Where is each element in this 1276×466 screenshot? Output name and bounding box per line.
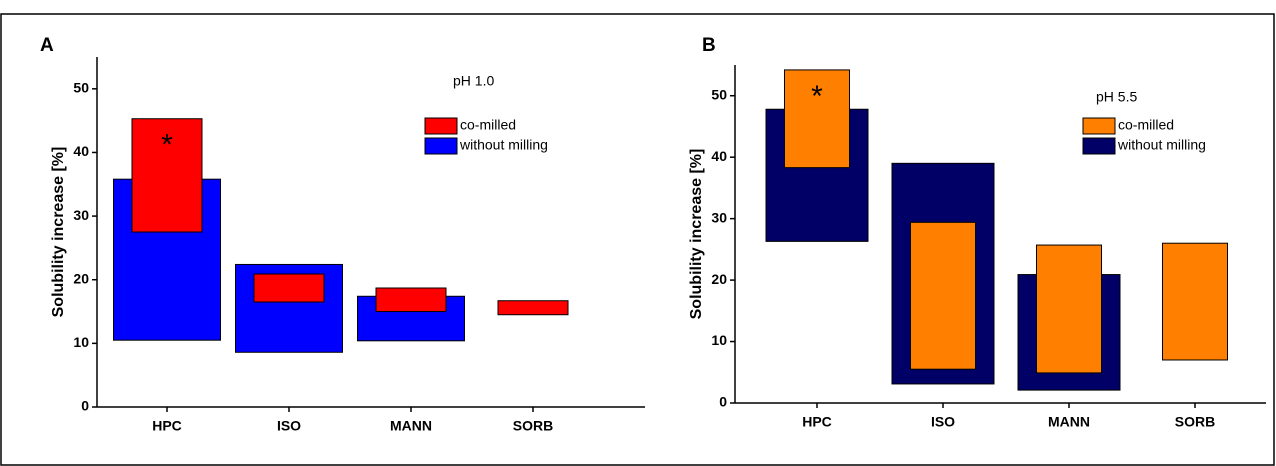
bar: [497, 300, 569, 316]
y-tick-label: 50: [73, 80, 89, 96]
x-tick-label: HPC: [152, 418, 182, 434]
y-tick-label: 40: [73, 143, 89, 159]
y-tick-label: 10: [711, 332, 727, 348]
frame: [0, 13, 1275, 466]
legend-swatch: [1082, 117, 1116, 135]
bar: [131, 118, 203, 233]
legend-swatch: [424, 137, 458, 155]
x-tick-label: HPC: [802, 414, 832, 430]
legend-label: co-milled: [1118, 117, 1174, 133]
annotation: pH 5.5: [1096, 89, 1137, 105]
y-axis-label: Solubility increase [%]: [50, 147, 67, 318]
y-tick-label: 0: [81, 398, 89, 414]
y-tick-label: 0: [719, 394, 727, 410]
bar: [910, 221, 976, 370]
significance-marker: *: [811, 80, 823, 113]
bar: [375, 287, 447, 313]
annotation: pH 1.0: [453, 73, 494, 89]
bar: [1162, 242, 1228, 361]
bar: [784, 69, 850, 169]
legend-swatch: [1082, 137, 1116, 155]
panel-label: A: [40, 35, 54, 56]
bar: [253, 273, 325, 303]
x-tick-label: SORB: [1175, 414, 1215, 430]
legend-label: without milling: [1117, 137, 1206, 153]
x-tick-label: ISO: [931, 414, 955, 430]
y-tick-label: 10: [73, 334, 89, 350]
x-tick-label: MANN: [1048, 414, 1090, 430]
y-tick-label: 40: [711, 148, 727, 164]
y-tick-label: 30: [711, 209, 727, 225]
y-axis-label: Solubility increase [%]: [688, 149, 705, 320]
legend-swatch: [424, 117, 458, 135]
panel-label: B: [702, 35, 716, 56]
x-tick-label: MANN: [390, 418, 432, 434]
legend-label: co-milled: [460, 117, 516, 133]
y-tick-label: 30: [73, 207, 89, 223]
x-tick-label: ISO: [277, 418, 301, 434]
y-tick-label: 20: [73, 270, 89, 286]
y-tick-label: 50: [711, 86, 727, 102]
x-tick-label: SORB: [513, 418, 553, 434]
legend-label: without milling: [459, 137, 548, 153]
significance-marker: *: [161, 129, 173, 162]
y-tick-label: 20: [711, 271, 727, 287]
bar: [1036, 244, 1102, 374]
